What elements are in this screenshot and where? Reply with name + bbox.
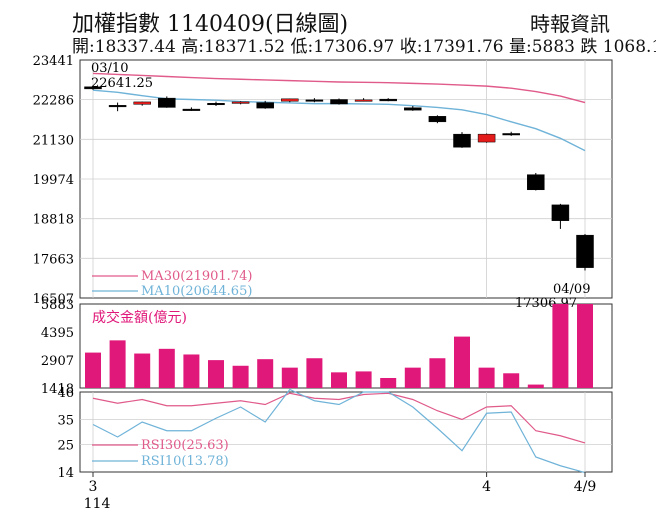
data-source: 時報資訊: [530, 12, 610, 36]
x-tick-label: 3: [89, 479, 98, 495]
rsi-tick-label: 25: [57, 439, 74, 454]
price-tick-label: 18818: [33, 213, 74, 228]
candle-body: [477, 133, 496, 143]
price-tick-label: 16507: [33, 292, 74, 307]
candle-body: [551, 204, 570, 221]
candle-body: [502, 133, 520, 136]
volume-bar: [527, 384, 544, 388]
candle-body: [84, 86, 102, 90]
volume-bar: [85, 352, 101, 388]
volume-bar: [109, 340, 126, 388]
volume-bar: [380, 377, 397, 388]
volume-tick-label: 1418: [41, 382, 74, 397]
volume-bar: [158, 348, 175, 388]
volume-bar: [454, 336, 470, 388]
rsi-tick-label: 46: [57, 386, 74, 401]
low-date-annotation: 04/09: [553, 282, 590, 297]
candle-body: [354, 99, 373, 102]
x-tick-label: 4: [482, 479, 491, 495]
rsi-panel-frame: [79, 391, 613, 473]
volume-panel-title: 成交金額(億元): [92, 309, 187, 326]
candle-body: [281, 98, 299, 102]
price-tick-label: 21130: [33, 133, 74, 148]
high-date-annotation: 03/10: [91, 61, 128, 76]
volume-bar: [404, 367, 421, 388]
price-tick-label: 19974: [33, 173, 74, 188]
price-tick-label: 17663: [33, 252, 74, 267]
volume-bar: [306, 358, 323, 388]
candle-body: [453, 133, 471, 148]
candle-body: [330, 99, 348, 105]
ma30-line: [92, 72, 586, 104]
volume-tick-label: 5883: [41, 298, 74, 313]
ohlc-summary: 開:18337.44 高:18371.52 低:17306.97 收:17391…: [72, 37, 656, 57]
candle-body: [182, 108, 201, 111]
candle-body: [379, 98, 397, 102]
x-year-label: 114: [84, 496, 111, 512]
rsi-tick-label: 35: [57, 414, 74, 429]
ma30-legend-label: MA30(21901.74): [141, 269, 252, 284]
rsi10-legend-label: RSI10(13.78): [141, 454, 229, 469]
candle-body: [404, 107, 422, 111]
candle-body: [207, 103, 225, 106]
candle-body: [305, 99, 324, 102]
rsi30-legend-label: RSI30(25.63): [141, 438, 229, 453]
volume-bar: [331, 372, 347, 388]
candle-body: [108, 105, 127, 108]
candle-body: [428, 116, 447, 123]
rsi-tick-label: 14: [57, 466, 74, 481]
candle-body: [133, 101, 151, 105]
rsi30-line: [92, 392, 586, 444]
high-value-annotation: 22641.25: [91, 76, 153, 91]
candle-body: [527, 174, 545, 191]
price-tick-label: 22286: [33, 94, 74, 109]
candle-body: [158, 97, 176, 108]
volume-bar: [355, 371, 372, 388]
x-tick-label: 4/9: [574, 479, 597, 495]
volume-bar: [478, 367, 495, 388]
volume-bar: [577, 304, 593, 388]
volume-bar: [429, 358, 446, 388]
price-tick-label: 23441: [33, 54, 74, 69]
volume-bar: [134, 353, 151, 388]
candle-body: [576, 234, 594, 268]
candle-body: [256, 102, 274, 109]
rsi10-line: [92, 388, 586, 474]
volume-bar: [257, 359, 274, 388]
volume-bar: [503, 373, 520, 388]
chart-title: 加權指數 1140409(日線圖): [72, 12, 349, 37]
volume-bar: [183, 354, 200, 388]
volume-bar: [281, 367, 298, 388]
candle-body: [231, 101, 250, 104]
volume-tick-label: 2907: [41, 354, 74, 369]
volume-bar: [208, 360, 224, 388]
volume-bar: [232, 365, 249, 388]
volume-bar: [552, 304, 569, 388]
volume-tick-label: 4395: [41, 326, 74, 341]
ma10-legend-label: MA10(20644.65): [141, 284, 252, 299]
